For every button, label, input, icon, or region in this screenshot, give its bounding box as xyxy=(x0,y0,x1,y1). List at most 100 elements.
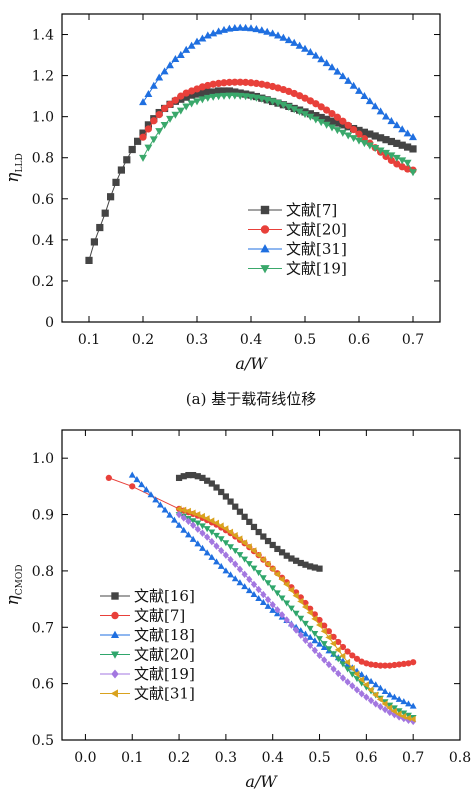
data-point xyxy=(381,687,389,695)
data-point xyxy=(269,601,276,609)
data-point xyxy=(232,503,239,510)
data-point xyxy=(142,486,150,493)
data-point xyxy=(395,695,403,702)
legend-marker xyxy=(260,205,270,215)
series-2 xyxy=(139,23,417,141)
data-point xyxy=(292,592,299,600)
data-point xyxy=(306,97,314,105)
data-point xyxy=(333,113,341,121)
legend-marker xyxy=(110,651,120,659)
data-point xyxy=(217,522,224,530)
data-point xyxy=(395,710,402,718)
data-point xyxy=(333,127,342,135)
data-point xyxy=(144,121,152,129)
data-point xyxy=(194,540,202,547)
data-point xyxy=(193,90,201,98)
data-point xyxy=(175,474,183,482)
data-point xyxy=(353,686,361,694)
data-point xyxy=(134,137,142,145)
data-point xyxy=(353,676,361,683)
data-point xyxy=(128,145,136,154)
data-point xyxy=(252,25,261,33)
data-point xyxy=(339,121,347,129)
data-point xyxy=(372,661,379,669)
data-point xyxy=(355,86,363,94)
data-point xyxy=(269,541,276,549)
series-4 xyxy=(175,510,417,726)
data-point xyxy=(217,536,225,543)
data-point xyxy=(362,681,369,689)
data-point xyxy=(306,633,314,640)
data-point xyxy=(365,142,374,150)
data-point xyxy=(260,590,267,599)
x-tick-label: 0.0 xyxy=(74,750,96,766)
data-point xyxy=(220,92,228,100)
data-point xyxy=(220,79,228,87)
data-point xyxy=(250,591,258,598)
data-point xyxy=(222,493,229,500)
data-point xyxy=(177,92,185,100)
data-point xyxy=(209,29,218,37)
data-point xyxy=(306,609,313,617)
data-point xyxy=(231,78,239,86)
data-point xyxy=(322,121,331,129)
data-point xyxy=(322,59,331,67)
data-point xyxy=(246,518,253,525)
data-point xyxy=(283,552,290,559)
data-point xyxy=(138,481,146,488)
data-point xyxy=(325,660,332,669)
data-point xyxy=(194,525,201,533)
data-point xyxy=(241,93,250,101)
data-point xyxy=(123,156,131,164)
data-point xyxy=(320,627,327,635)
x-tick-label: 0.1 xyxy=(121,750,143,766)
legend-marker xyxy=(110,630,120,638)
data-point xyxy=(187,100,196,108)
data-point xyxy=(230,24,239,32)
data-point xyxy=(377,662,384,669)
legend-label: 文献[20] xyxy=(286,221,347,239)
y-tick-label: 0 xyxy=(45,315,54,331)
data-point xyxy=(226,528,234,536)
data-point xyxy=(231,531,238,539)
data-point xyxy=(247,79,255,87)
data-point xyxy=(215,87,223,95)
y-tick-label: 0.6 xyxy=(32,677,54,693)
data-point xyxy=(255,585,262,594)
data-point xyxy=(190,471,197,479)
data-point xyxy=(147,491,155,498)
data-point xyxy=(297,627,305,634)
data-point xyxy=(316,640,323,647)
series-line xyxy=(142,27,414,138)
data-point xyxy=(236,552,244,559)
data-point xyxy=(209,88,217,96)
data-point xyxy=(307,641,314,650)
data-point xyxy=(166,511,174,518)
data-point xyxy=(208,517,215,525)
data-point xyxy=(185,471,192,479)
data-point xyxy=(349,81,358,89)
data-point xyxy=(306,113,315,121)
data-point xyxy=(279,101,288,109)
data-point xyxy=(188,91,196,99)
data-point xyxy=(199,529,206,537)
legend-label: 文献[20] xyxy=(134,646,195,664)
data-point xyxy=(333,119,341,127)
data-point xyxy=(241,23,250,31)
data-point xyxy=(311,637,319,644)
data-point xyxy=(400,698,408,705)
data-point xyxy=(405,660,412,667)
data-point xyxy=(311,51,320,59)
data-point xyxy=(363,693,370,701)
data-point xyxy=(400,710,408,717)
data-point xyxy=(225,24,234,32)
data-point xyxy=(302,620,309,627)
data-point xyxy=(287,586,294,594)
data-point xyxy=(317,103,325,111)
data-point xyxy=(301,111,309,119)
data-point xyxy=(203,526,211,533)
data-point xyxy=(274,545,281,553)
data-point xyxy=(393,160,401,168)
data-point xyxy=(171,55,180,63)
data-point xyxy=(180,506,187,514)
